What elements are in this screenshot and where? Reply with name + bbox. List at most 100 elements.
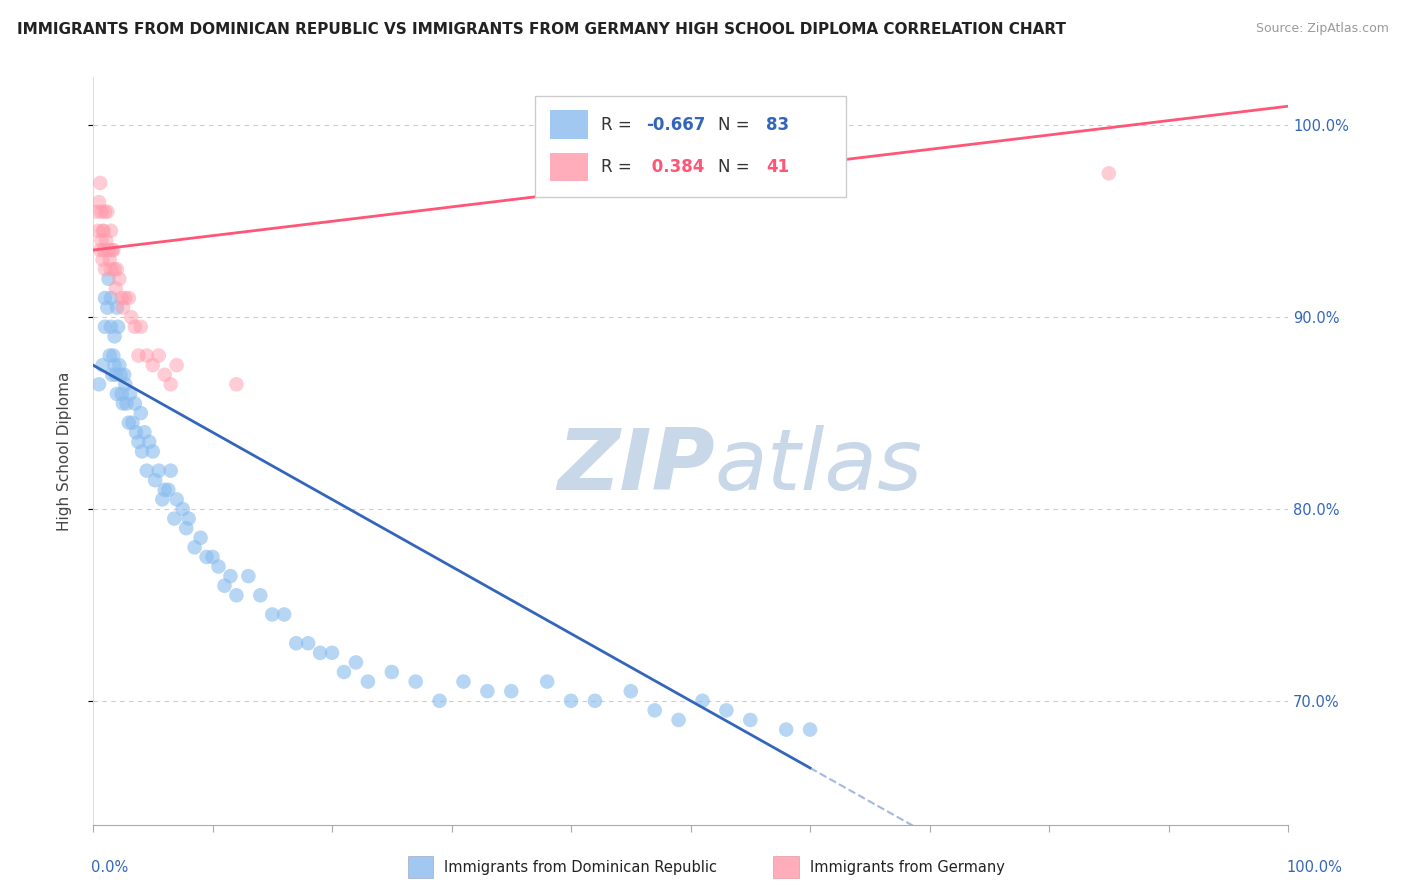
Point	[183, 541, 205, 555]
Point	[105, 387, 128, 401]
Point	[98, 252, 121, 267]
Point	[201, 549, 224, 564]
Point	[97, 243, 120, 257]
Point	[405, 674, 427, 689]
Point	[716, 703, 738, 717]
Point	[142, 358, 165, 372]
Point	[96, 234, 118, 248]
Point	[129, 406, 152, 420]
Point	[100, 224, 122, 238]
Point	[100, 319, 122, 334]
Point	[477, 684, 499, 698]
Point	[692, 694, 714, 708]
Text: 0.0%: 0.0%	[91, 860, 128, 874]
Point	[321, 646, 343, 660]
Point	[238, 569, 260, 583]
Point	[90, 234, 112, 248]
Point	[135, 464, 157, 478]
Text: R =: R =	[600, 116, 637, 134]
Point	[96, 301, 118, 315]
Text: 83: 83	[766, 116, 789, 134]
Point	[98, 349, 121, 363]
Point	[249, 588, 271, 602]
Point	[93, 243, 115, 257]
FancyBboxPatch shape	[536, 96, 846, 197]
Point	[108, 358, 131, 372]
Point	[121, 416, 143, 430]
Point	[115, 396, 138, 410]
Point	[309, 646, 332, 660]
Text: N =: N =	[718, 158, 755, 177]
Point	[225, 588, 247, 602]
Bar	[550, 111, 588, 139]
Point	[429, 694, 451, 708]
Point	[190, 531, 212, 545]
Point	[124, 319, 146, 334]
Bar	[550, 153, 588, 181]
Point	[124, 396, 146, 410]
Point	[644, 703, 666, 717]
Point	[740, 713, 762, 727]
Point	[134, 425, 156, 440]
Point	[118, 416, 141, 430]
Point	[357, 674, 380, 689]
Point	[166, 492, 188, 507]
Point	[536, 674, 558, 689]
Point	[583, 694, 606, 708]
Point	[344, 656, 367, 670]
Point	[118, 291, 141, 305]
Point	[91, 252, 114, 267]
Point	[100, 291, 122, 305]
Point	[100, 262, 122, 277]
Point	[111, 301, 134, 315]
Bar	[773, 856, 799, 878]
Point	[127, 434, 149, 449]
Point	[105, 301, 128, 315]
Point	[219, 569, 242, 583]
Point	[107, 319, 129, 334]
Point	[262, 607, 284, 622]
Point	[775, 723, 797, 737]
Point	[135, 349, 157, 363]
Point	[131, 444, 153, 458]
Bar	[408, 856, 433, 878]
Point	[285, 636, 308, 650]
Point	[138, 434, 160, 449]
Point	[114, 377, 136, 392]
Point	[560, 694, 582, 708]
Point	[159, 464, 181, 478]
Point	[129, 319, 152, 334]
Y-axis label: High School Diploma: High School Diploma	[58, 372, 72, 531]
Point	[111, 396, 134, 410]
Point	[177, 511, 200, 525]
Point	[87, 377, 110, 392]
Point	[620, 684, 643, 698]
Point	[87, 195, 110, 210]
Point	[103, 262, 125, 277]
Point	[90, 204, 112, 219]
Point	[89, 176, 111, 190]
Point	[214, 579, 236, 593]
Point	[104, 368, 127, 382]
Point	[104, 281, 127, 295]
Point	[112, 368, 135, 382]
Text: ZIP: ZIP	[557, 425, 714, 508]
Point	[111, 291, 134, 305]
Text: R =: R =	[600, 158, 637, 177]
Point	[87, 224, 110, 238]
Point	[163, 511, 186, 525]
Point	[501, 684, 523, 698]
Point	[143, 473, 166, 487]
Point	[108, 272, 131, 286]
Point	[195, 549, 218, 564]
Point	[103, 243, 125, 257]
Text: Immigrants from Germany: Immigrants from Germany	[810, 860, 1005, 874]
Point	[94, 262, 117, 277]
Point	[799, 723, 821, 737]
Text: N =: N =	[718, 116, 755, 134]
Point	[101, 368, 124, 382]
Point	[120, 387, 142, 401]
Point	[142, 444, 165, 458]
Point	[103, 358, 125, 372]
Text: -0.667: -0.667	[647, 116, 706, 134]
